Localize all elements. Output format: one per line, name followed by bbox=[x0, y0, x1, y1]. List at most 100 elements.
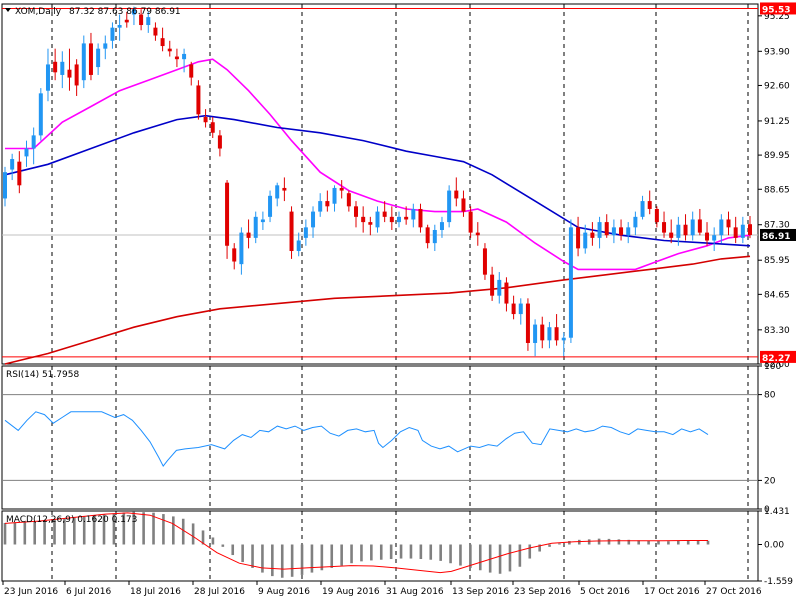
candle[interactable] bbox=[332, 185, 337, 212]
candle[interactable] bbox=[81, 35, 86, 89]
candle[interactable] bbox=[540, 316, 545, 349]
candle[interactable] bbox=[504, 277, 509, 312]
candle[interactable] bbox=[640, 195, 645, 220]
candle[interactable] bbox=[339, 180, 344, 199]
candle[interactable] bbox=[10, 153, 15, 181]
candle[interactable] bbox=[368, 216, 373, 236]
candle[interactable] bbox=[260, 211, 265, 230]
candle[interactable] bbox=[654, 206, 659, 228]
candle[interactable] bbox=[253, 211, 258, 244]
candle[interactable] bbox=[461, 190, 466, 217]
candle[interactable] bbox=[497, 272, 502, 304]
candle[interactable] bbox=[726, 211, 731, 236]
candle[interactable] bbox=[174, 48, 179, 68]
candle[interactable] bbox=[282, 177, 287, 202]
candle[interactable] bbox=[196, 80, 201, 120]
candle[interactable] bbox=[619, 219, 624, 241]
candle[interactable] bbox=[67, 48, 72, 91]
candle[interactable] bbox=[604, 214, 609, 238]
candle[interactable] bbox=[110, 22, 115, 49]
candle[interactable] bbox=[533, 319, 538, 357]
candle[interactable] bbox=[418, 203, 423, 233]
candle[interactable] bbox=[382, 201, 387, 223]
candle[interactable] bbox=[511, 295, 516, 320]
candle[interactable] bbox=[705, 222, 710, 246]
candle[interactable] bbox=[576, 216, 581, 257]
candle[interactable] bbox=[404, 206, 409, 225]
candle[interactable] bbox=[103, 35, 108, 60]
candle[interactable] bbox=[203, 109, 208, 128]
candle[interactable] bbox=[676, 216, 681, 246]
candle[interactable] bbox=[60, 51, 65, 89]
candle[interactable] bbox=[647, 190, 652, 215]
rsi-pane[interactable] bbox=[2, 394, 758, 481]
candle[interactable] bbox=[439, 216, 444, 238]
candle[interactable] bbox=[296, 232, 301, 257]
candle[interactable] bbox=[24, 140, 29, 167]
candle[interactable] bbox=[633, 211, 638, 236]
candle[interactable] bbox=[160, 27, 165, 52]
candle[interactable] bbox=[683, 214, 688, 241]
candle[interactable] bbox=[325, 190, 330, 212]
candle[interactable] bbox=[3, 166, 7, 207]
candle[interactable] bbox=[88, 32, 93, 81]
candle[interactable] bbox=[131, 6, 136, 26]
candle[interactable] bbox=[733, 216, 738, 244]
candle[interactable] bbox=[346, 190, 351, 212]
candle[interactable] bbox=[303, 219, 308, 246]
candle[interactable] bbox=[167, 40, 172, 57]
candle[interactable] bbox=[748, 216, 752, 239]
candle[interactable] bbox=[597, 216, 602, 249]
candle[interactable] bbox=[289, 206, 294, 259]
candle[interactable] bbox=[525, 298, 530, 351]
candle[interactable] bbox=[740, 216, 745, 244]
price-pane[interactable] bbox=[2, 6, 758, 365]
candle[interactable] bbox=[361, 206, 366, 233]
candle[interactable] bbox=[246, 219, 251, 249]
candle[interactable] bbox=[432, 224, 437, 252]
candle[interactable] bbox=[561, 332, 566, 357]
candle[interactable] bbox=[662, 211, 667, 238]
candle[interactable] bbox=[690, 211, 695, 241]
candle[interactable] bbox=[38, 88, 43, 141]
candle[interactable] bbox=[411, 203, 416, 228]
candle[interactable] bbox=[53, 48, 58, 81]
candle[interactable] bbox=[232, 243, 237, 270]
candle[interactable] bbox=[210, 116, 215, 139]
candle[interactable] bbox=[17, 151, 22, 194]
dropdown-triangle-icon[interactable] bbox=[5, 8, 11, 12]
candle[interactable] bbox=[482, 243, 487, 280]
candle[interactable] bbox=[590, 222, 595, 246]
candle[interactable] bbox=[225, 180, 230, 259]
candle[interactable] bbox=[153, 22, 158, 41]
candle[interactable] bbox=[354, 201, 359, 228]
candle[interactable] bbox=[425, 224, 430, 249]
candle[interactable] bbox=[719, 214, 724, 244]
candle[interactable] bbox=[669, 219, 674, 244]
candle[interactable] bbox=[318, 193, 323, 217]
candle[interactable] bbox=[518, 298, 523, 325]
candle[interactable] bbox=[139, 9, 144, 31]
candle[interactable] bbox=[268, 190, 273, 223]
candle[interactable] bbox=[217, 130, 222, 157]
candle[interactable] bbox=[697, 208, 702, 236]
candle[interactable] bbox=[547, 321, 552, 349]
candle[interactable] bbox=[117, 14, 122, 41]
candle[interactable] bbox=[712, 227, 717, 252]
candle[interactable] bbox=[490, 266, 495, 301]
candle[interactable] bbox=[375, 206, 380, 233]
candle[interactable] bbox=[189, 61, 194, 86]
candle[interactable] bbox=[447, 185, 452, 228]
candle[interactable] bbox=[454, 177, 459, 207]
candle[interactable] bbox=[311, 206, 316, 238]
candle[interactable] bbox=[31, 127, 36, 165]
candle[interactable] bbox=[468, 206, 473, 238]
candle[interactable] bbox=[554, 314, 559, 346]
candle[interactable] bbox=[611, 219, 616, 244]
candle[interactable] bbox=[626, 222, 631, 244]
candle[interactable] bbox=[146, 11, 151, 33]
candle[interactable] bbox=[583, 224, 588, 254]
candle[interactable] bbox=[182, 48, 187, 73]
candle[interactable] bbox=[239, 227, 244, 275]
candle[interactable] bbox=[475, 222, 480, 246]
